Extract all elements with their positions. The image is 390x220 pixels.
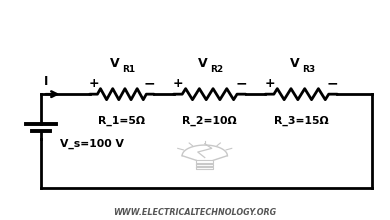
Text: I: I <box>44 75 48 88</box>
Text: −: − <box>327 76 339 90</box>
Text: WWW.ELECTRICALTECHNOLOGY.ORG: WWW.ELECTRICALTECHNOLOGY.ORG <box>113 208 277 217</box>
Text: −: − <box>235 76 247 90</box>
Text: +: + <box>264 77 275 90</box>
Text: R2: R2 <box>210 65 223 74</box>
Text: −: − <box>144 76 155 90</box>
Text: V_s=100 V: V_s=100 V <box>60 138 124 149</box>
Text: Voltage Divider Rule (VDR) - Solved Examples: Voltage Divider Rule (VDR) - Solved Exam… <box>7 12 372 26</box>
Text: R3: R3 <box>302 65 315 74</box>
Text: V: V <box>110 57 120 70</box>
Text: R_2=10Ω: R_2=10Ω <box>182 116 237 126</box>
Text: R1: R1 <box>122 65 135 74</box>
Text: R_3=15Ω: R_3=15Ω <box>274 116 329 126</box>
Text: R_1=5Ω: R_1=5Ω <box>98 116 145 126</box>
Text: V: V <box>289 57 299 70</box>
Text: +: + <box>89 77 100 90</box>
Text: +: + <box>173 77 184 90</box>
Text: V: V <box>198 57 207 70</box>
